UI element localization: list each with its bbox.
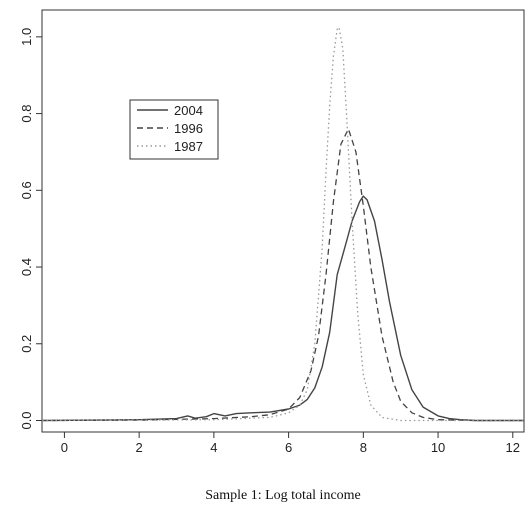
legend-label-1996: 1996 [174,121,203,136]
x-tick-label: 2 [136,440,143,455]
x-tick-label: 0 [61,440,68,455]
series-line-1987 [41,26,524,422]
x-tick-label: 6 [285,440,292,455]
series-layer [41,26,524,422]
y-tick-label: 0.2 [19,335,34,353]
x-axis-title: Sample 1: Log total income [205,488,361,503]
x-tick-label: 4 [210,440,217,455]
y-tick-label: 0.8 [19,105,34,123]
legend: 2004 1996 1987 [129,99,219,160]
y-axis: 0.0 0.2 0.4 0.6 0.8 1.0 [19,28,42,430]
y-tick-label: 1.0 [19,28,34,46]
series-line-2004 [41,195,524,422]
plot-frame [41,9,525,433]
y-tick-label: 0.4 [19,258,34,276]
legend-label-2004: 2004 [174,103,203,118]
y-tick-label: 0.6 [19,181,34,199]
x-tick-label: 10 [431,440,445,455]
y-tick-label: 0.0 [19,411,34,429]
x-axis: 0 2 4 6 8 10 12 [61,432,520,455]
series-line-1996 [41,128,524,422]
legend-label-1987: 1987 [174,139,203,154]
x-tick-label: 12 [506,440,520,455]
x-tick-label: 8 [360,440,367,455]
